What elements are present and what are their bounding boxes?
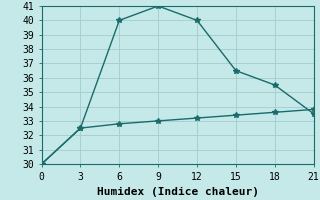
- X-axis label: Humidex (Indice chaleur): Humidex (Indice chaleur): [97, 187, 259, 197]
